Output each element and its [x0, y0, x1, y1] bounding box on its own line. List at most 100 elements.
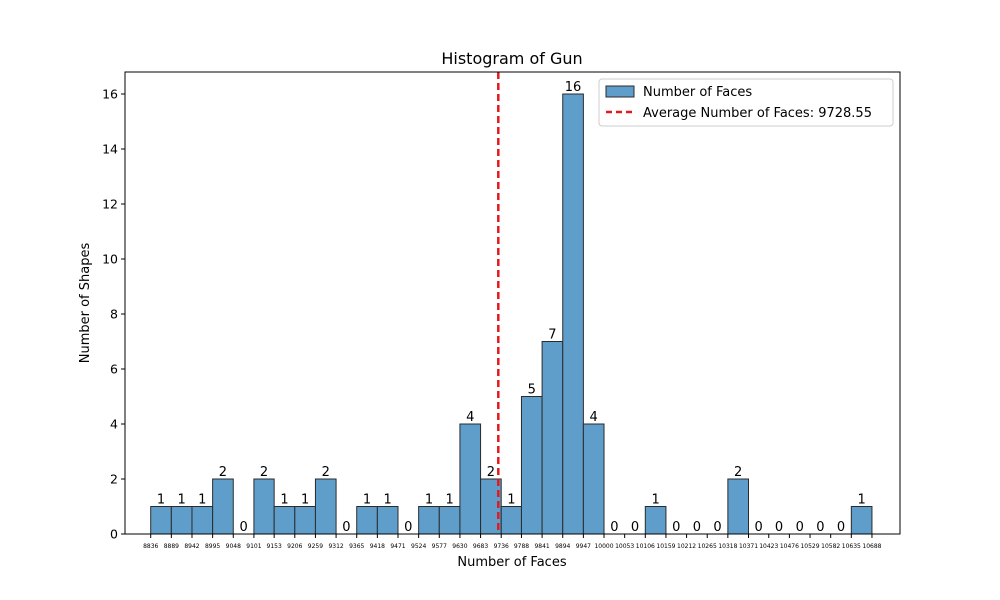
- histogram-bar: [170, 506, 193, 535]
- bar-value-label: 1: [178, 493, 186, 508]
- bar-value-label: 0: [754, 520, 762, 535]
- bar-value-label: 0: [796, 520, 804, 535]
- x-tick-label: 10423: [759, 543, 778, 550]
- bar-value-label: 1: [384, 493, 392, 508]
- bar-value-label: 2: [260, 465, 268, 480]
- histogram-bar: [273, 506, 296, 535]
- bar-value-label: 4: [466, 410, 474, 425]
- x-tick-label: 9841: [534, 543, 549, 550]
- y-axis-title: Number of Shapes: [78, 243, 93, 364]
- bar-value-label: 0: [610, 520, 618, 535]
- histogram-bar: [356, 506, 378, 535]
- y-tick-label: 10: [102, 252, 118, 267]
- histogram-bar: [212, 478, 234, 535]
- bar-value-label: 1: [425, 493, 433, 508]
- y-tick-label: 4: [110, 417, 118, 432]
- bar-value-label: 1: [280, 493, 288, 508]
- x-tick-label: 9206: [287, 543, 302, 550]
- bar-value-label: 0: [693, 520, 701, 535]
- histogram-bar: [644, 506, 667, 535]
- histogram-bar: [150, 506, 172, 535]
- x-tick-label: 9788: [514, 543, 529, 550]
- histogram-bar: [582, 423, 605, 535]
- bar-value-label: 1: [157, 493, 165, 508]
- bar-value-label: 1: [301, 493, 309, 508]
- bar-value-label: 1: [507, 493, 515, 508]
- x-tick-label: 10212: [677, 543, 696, 550]
- x-tick-label: 10635: [842, 543, 861, 550]
- bar-value-label: 0: [672, 520, 680, 535]
- x-tick-label: 10265: [698, 543, 717, 550]
- x-tick-label: 10688: [862, 543, 881, 550]
- histogram-bar: [850, 506, 873, 535]
- histogram-bar: [191, 506, 214, 535]
- histogram-bar: [418, 506, 440, 535]
- x-tick-label: 10529: [800, 543, 819, 550]
- x-tick-label: 9947: [576, 543, 591, 550]
- x-tick-label: 9418: [370, 543, 385, 550]
- x-tick-label: 8836: [143, 543, 158, 550]
- bar-value-label: 7: [548, 328, 556, 343]
- histogram-bar: [541, 341, 564, 535]
- x-tick-label: 9048: [226, 543, 241, 550]
- bar-value-label: 0: [404, 520, 412, 535]
- histogram-bar: [459, 423, 482, 535]
- histogram-bar: [294, 506, 316, 535]
- bar-value-label: 0: [816, 520, 824, 535]
- y-tick-label: 6: [110, 362, 118, 377]
- bar-value-label: 16: [565, 80, 582, 95]
- y-tick-label: 0: [110, 527, 118, 542]
- x-tick-label: 10106: [636, 543, 655, 550]
- histogram-bar: [562, 93, 584, 535]
- bar-value-label: 0: [631, 520, 639, 535]
- x-tick-label: 10318: [718, 543, 737, 550]
- bar-value-label: 2: [487, 465, 495, 480]
- bar-value-label: 5: [528, 383, 536, 398]
- histogram-bar: [314, 478, 337, 535]
- x-tick-label: 9630: [452, 543, 467, 550]
- x-tick-label: 10159: [656, 543, 675, 550]
- legend: Number of Faces Average Number of Faces:…: [598, 78, 894, 127]
- x-tick-label: 10582: [821, 543, 840, 550]
- bar-value-label: 1: [363, 493, 371, 508]
- x-tick-label: 10371: [739, 543, 758, 550]
- x-axis-title: Number of Faces: [457, 555, 566, 570]
- histogram-bar: [253, 478, 275, 535]
- x-tick-label: 10476: [780, 543, 799, 550]
- x-tick-label: 8889: [164, 543, 179, 550]
- x-tick-label: 9524: [411, 543, 426, 550]
- x-tick-label: 9683: [473, 543, 488, 550]
- bar-value-label: 0: [239, 520, 247, 535]
- bar-value-label: 1: [857, 493, 865, 508]
- bar-value-label: 0: [713, 520, 721, 535]
- legend-bar-swatch: [605, 85, 635, 98]
- bar-value-label: 4: [590, 410, 598, 425]
- x-tick-label: 9894: [555, 543, 570, 550]
- histogram-bar: [500, 506, 522, 535]
- histogram-bar: [376, 506, 399, 535]
- x-tick-label: 9471: [390, 543, 405, 550]
- bar-value-label: 2: [734, 465, 742, 480]
- bar-value-label: 2: [322, 465, 330, 480]
- bar-value-label: 0: [837, 520, 845, 535]
- bar-value-label: 1: [198, 493, 206, 508]
- bar-value-label: 2: [219, 465, 227, 480]
- x-tick-label: 9101: [246, 543, 261, 550]
- x-tick-label: 8942: [184, 543, 199, 550]
- x-tick-label: 9736: [494, 543, 509, 550]
- histogram-bar: [520, 396, 543, 535]
- chart-title: Histogram of Gun: [441, 49, 582, 68]
- legend-bars-label: Number of Faces: [643, 85, 752, 100]
- x-tick-label: 9312: [328, 543, 343, 550]
- bar-value-label: 1: [445, 493, 453, 508]
- y-tick-label: 14: [102, 142, 118, 157]
- y-tick-label: 12: [102, 197, 118, 212]
- bar-value-label: 0: [775, 520, 783, 535]
- y-tick-label: 8: [110, 307, 118, 322]
- x-tick-label: 10053: [615, 543, 634, 550]
- x-tick-label: 9153: [267, 543, 282, 550]
